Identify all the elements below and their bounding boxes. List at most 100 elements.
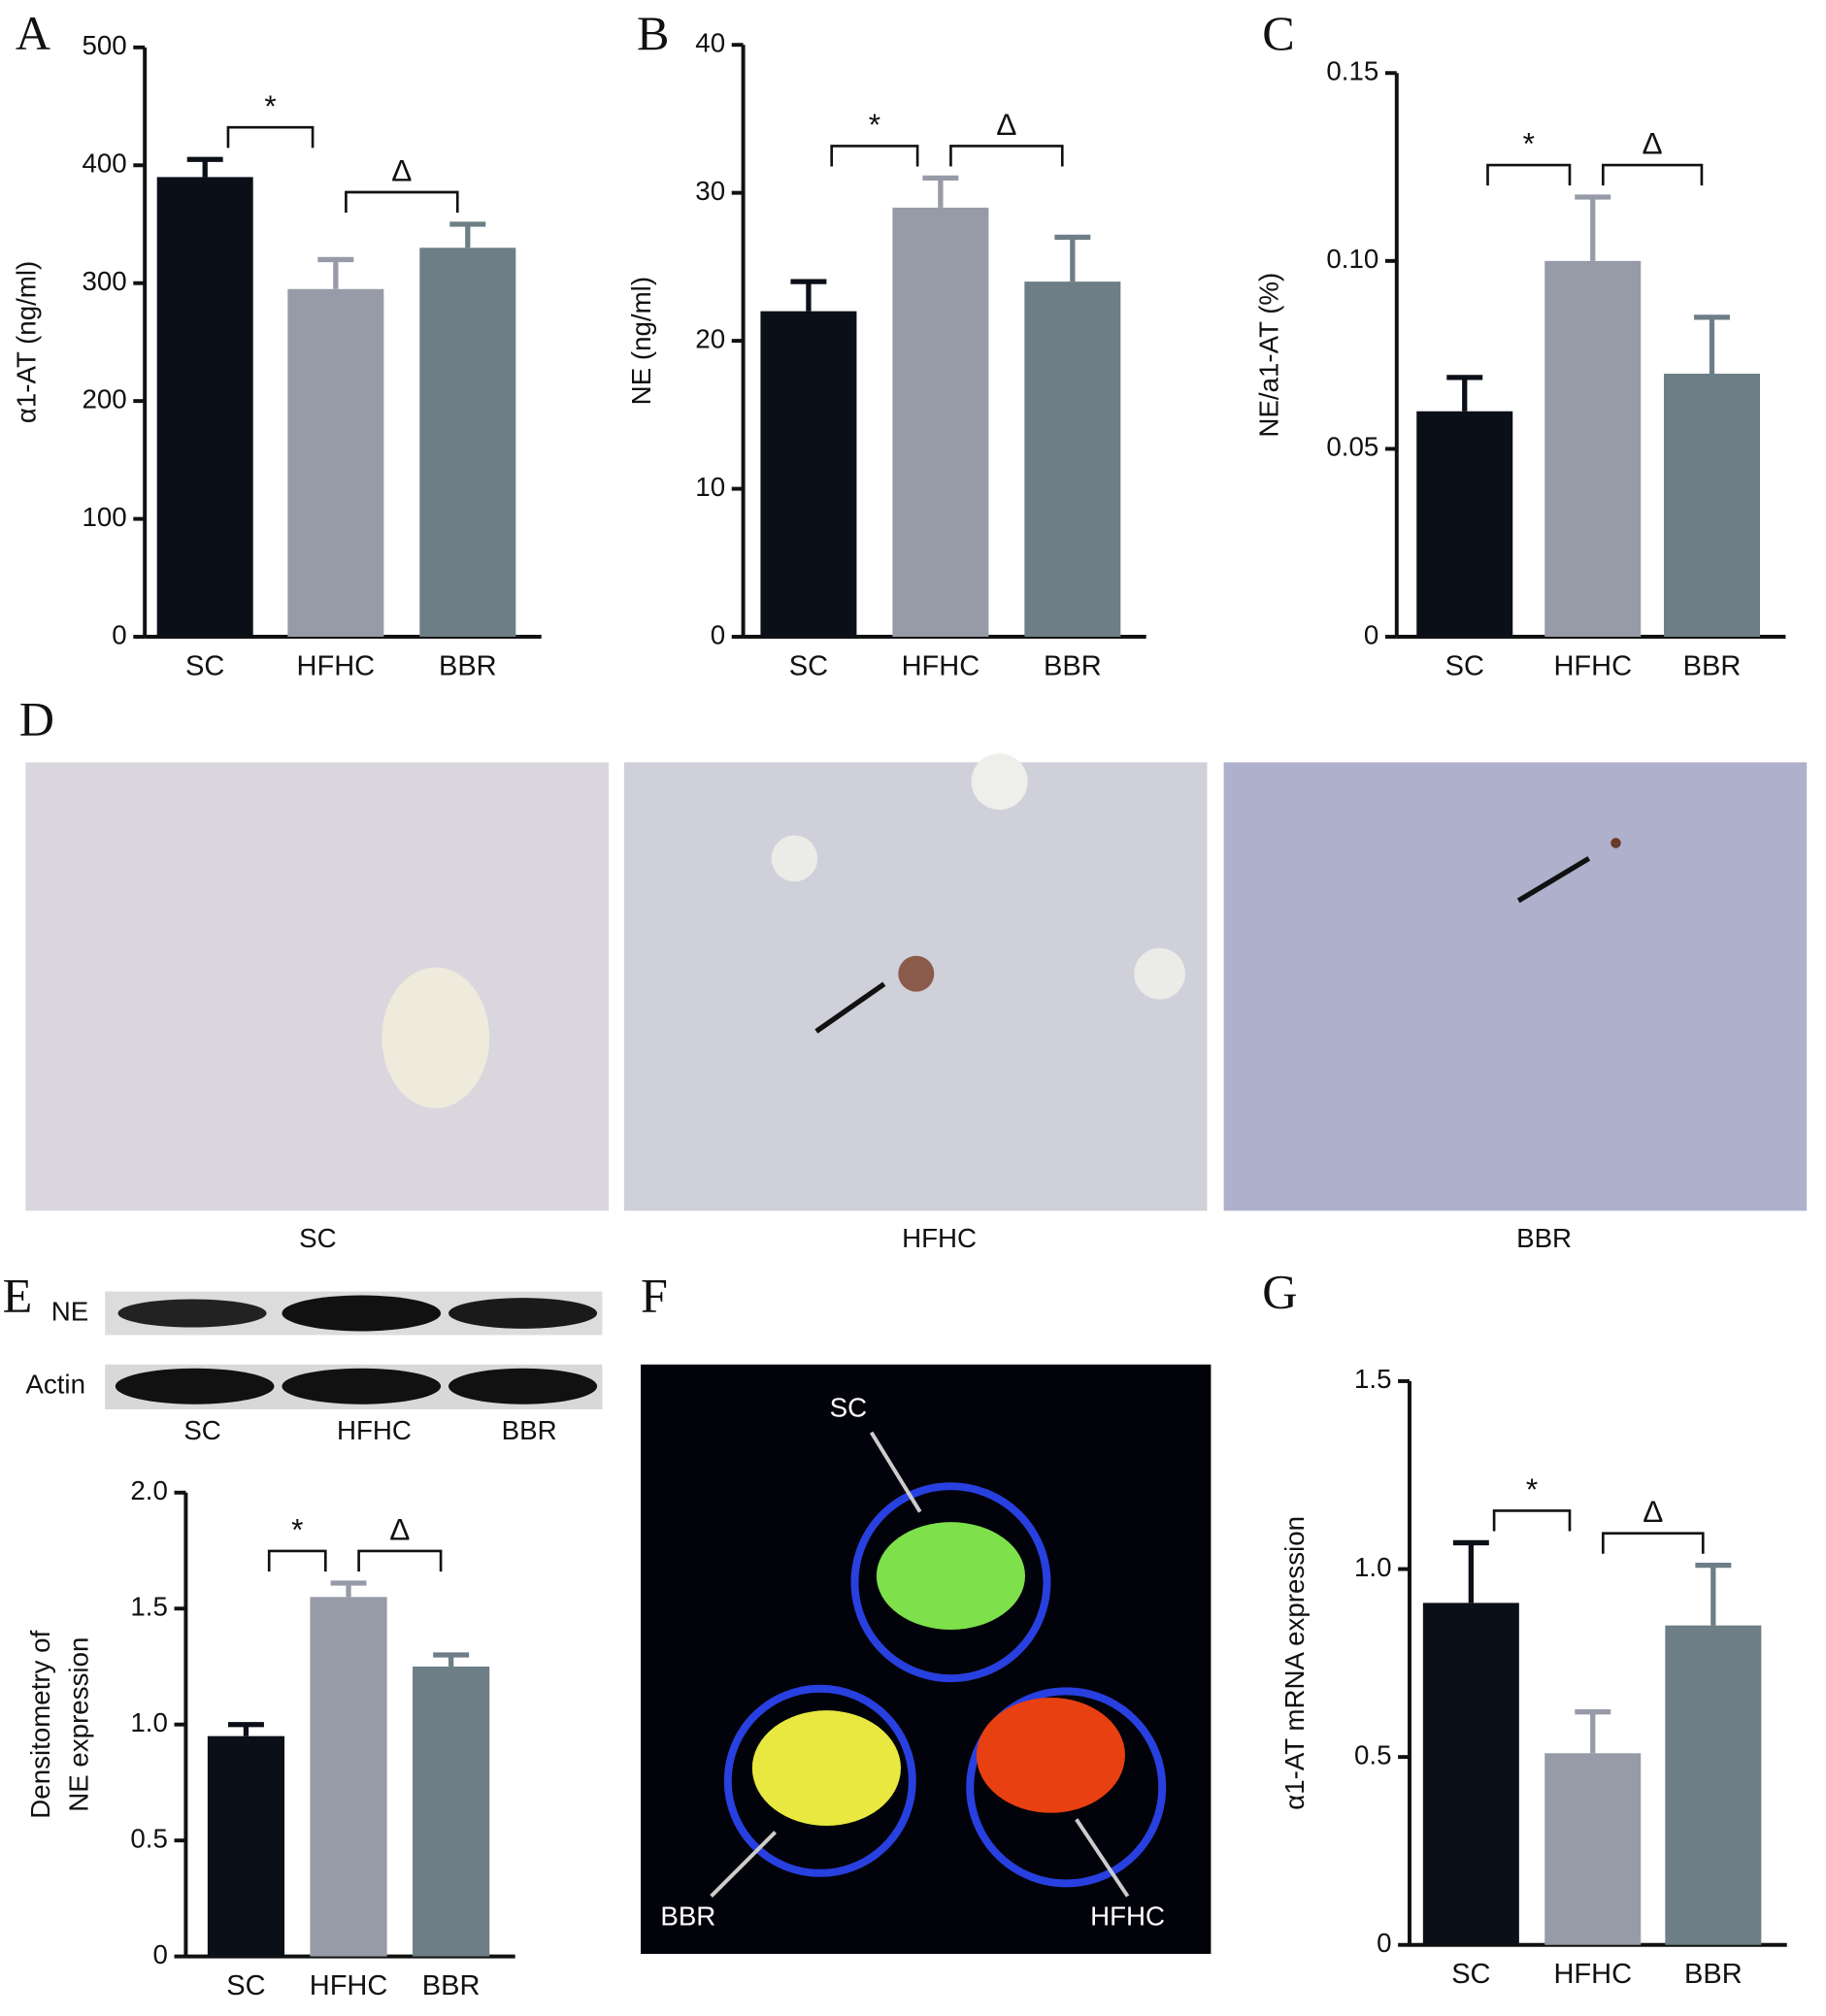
lane-label: HFHC	[337, 1415, 412, 1445]
significance-label: *	[1526, 1471, 1538, 1506]
stain	[1610, 838, 1621, 848]
y-tick-label: 0	[153, 1939, 168, 1969]
significance-label: *	[291, 1512, 303, 1547]
y-tick-label: 1.5	[1354, 1364, 1392, 1394]
significance-bracket	[830, 145, 919, 167]
band	[282, 1368, 442, 1405]
y-tick-label: 0	[711, 619, 725, 649]
y-tick-label: 0.5	[130, 1823, 168, 1853]
vacuole	[971, 753, 1028, 810]
liver	[976, 1697, 1125, 1813]
band	[117, 1299, 267, 1328]
significance-bracket	[1601, 1532, 1705, 1554]
y-tick-label: 0.15	[1326, 56, 1378, 86]
significance-label: Δ	[1643, 126, 1663, 161]
stain	[898, 955, 935, 992]
x-tick-label: SC	[789, 650, 828, 681]
x-tick-label: SC	[226, 1970, 265, 2001]
bar	[287, 288, 384, 638]
y-tick-label: 200	[82, 383, 126, 413]
liver	[876, 1522, 1025, 1631]
panel-letter: G	[1262, 1264, 1297, 1318]
bar	[1544, 1753, 1642, 1945]
x-tick-label: SC	[1451, 1959, 1490, 1990]
y-axis-label: α1-AT (ng/ml)	[11, 261, 41, 423]
dish	[850, 1482, 1051, 1683]
x-tick-label: SC	[1445, 650, 1484, 681]
significance-label: *	[264, 88, 276, 123]
image-label: HFHC	[902, 1223, 977, 1253]
significance-label: Δ	[1643, 1494, 1663, 1529]
y-axis-label: NE expression	[63, 1637, 93, 1812]
bar	[892, 207, 989, 638]
y-tick-label: 0.5	[1354, 1739, 1392, 1769]
y-axis-label: Densitometry of	[25, 1630, 55, 1818]
panel-letter: E	[3, 1268, 33, 1322]
image-label: SC	[299, 1223, 336, 1253]
bar	[419, 248, 516, 638]
band	[115, 1368, 275, 1405]
arrow	[710, 1831, 778, 1898]
lane-label: BBR	[502, 1415, 557, 1445]
bar	[413, 1666, 490, 1957]
x-tick-label: HFHC	[1553, 650, 1632, 681]
dish	[966, 1687, 1167, 1888]
significance-label: *	[869, 107, 880, 142]
x-tick-label: BBR	[1684, 1959, 1743, 1990]
bar	[156, 177, 253, 638]
vacuole	[771, 835, 818, 882]
panel-letter: A	[16, 6, 50, 60]
band	[282, 1295, 442, 1332]
significance-bracket	[1492, 1509, 1572, 1532]
bar	[1544, 260, 1642, 638]
x-tick-label: SC	[185, 650, 224, 681]
x-tick-label: BBR	[1044, 650, 1102, 681]
micrograph	[25, 762, 610, 1211]
significance-bracket	[226, 125, 315, 149]
y-tick-label: 1.5	[130, 1592, 168, 1622]
bar	[1416, 411, 1513, 638]
bar	[1024, 281, 1121, 638]
y-tick-label: 0	[1364, 619, 1378, 649]
y-tick-label: 400	[82, 149, 126, 179]
x-tick-label: HFHC	[902, 650, 980, 681]
band	[448, 1298, 598, 1329]
bar	[310, 1597, 387, 1957]
micrograph	[1223, 762, 1808, 1211]
significance-bracket	[267, 1549, 327, 1572]
y-tick-label: 0	[1377, 1928, 1391, 1958]
significance-bracket	[345, 190, 459, 214]
y-tick-label: 10	[695, 472, 725, 502]
significance-bracket	[1601, 163, 1704, 186]
x-tick-label: BBR	[439, 650, 497, 681]
y-axis-label: NE/a1-AT (%)	[1254, 273, 1284, 438]
y-tick-label: 0.05	[1326, 432, 1378, 462]
band	[448, 1368, 598, 1405]
y-tick-label: 0.10	[1326, 244, 1378, 274]
arrow	[1516, 856, 1591, 904]
y-axis-label: NE (ng/ml)	[626, 277, 656, 405]
lane-label: SC	[183, 1415, 220, 1445]
significance-label: Δ	[389, 1512, 410, 1547]
significance-label: Δ	[391, 153, 412, 188]
panel-letter: F	[641, 1268, 668, 1322]
blot-row-label: NE	[51, 1296, 88, 1326]
significance-label: *	[1523, 126, 1535, 161]
bar	[1664, 373, 1761, 638]
image-label: BBR	[1516, 1223, 1572, 1253]
y-tick-label: 300	[82, 266, 126, 296]
bar	[1665, 1625, 1762, 1945]
y-tick-label: 500	[82, 30, 126, 60]
bar	[1422, 1603, 1519, 1945]
y-tick-label: 1.0	[1354, 1552, 1392, 1582]
y-tick-label: 2.0	[130, 1475, 168, 1505]
significance-bracket	[949, 145, 1064, 167]
y-tick-label: 30	[695, 176, 725, 206]
arrow	[1075, 1818, 1130, 1898]
panel-letter: D	[19, 691, 54, 745]
y-axis-label: α1-AT mRNA expression	[1279, 1516, 1310, 1810]
x-tick-label: BBR	[422, 1970, 481, 2001]
vessel	[382, 967, 490, 1108]
fluorescence-image	[641, 1364, 1212, 1954]
